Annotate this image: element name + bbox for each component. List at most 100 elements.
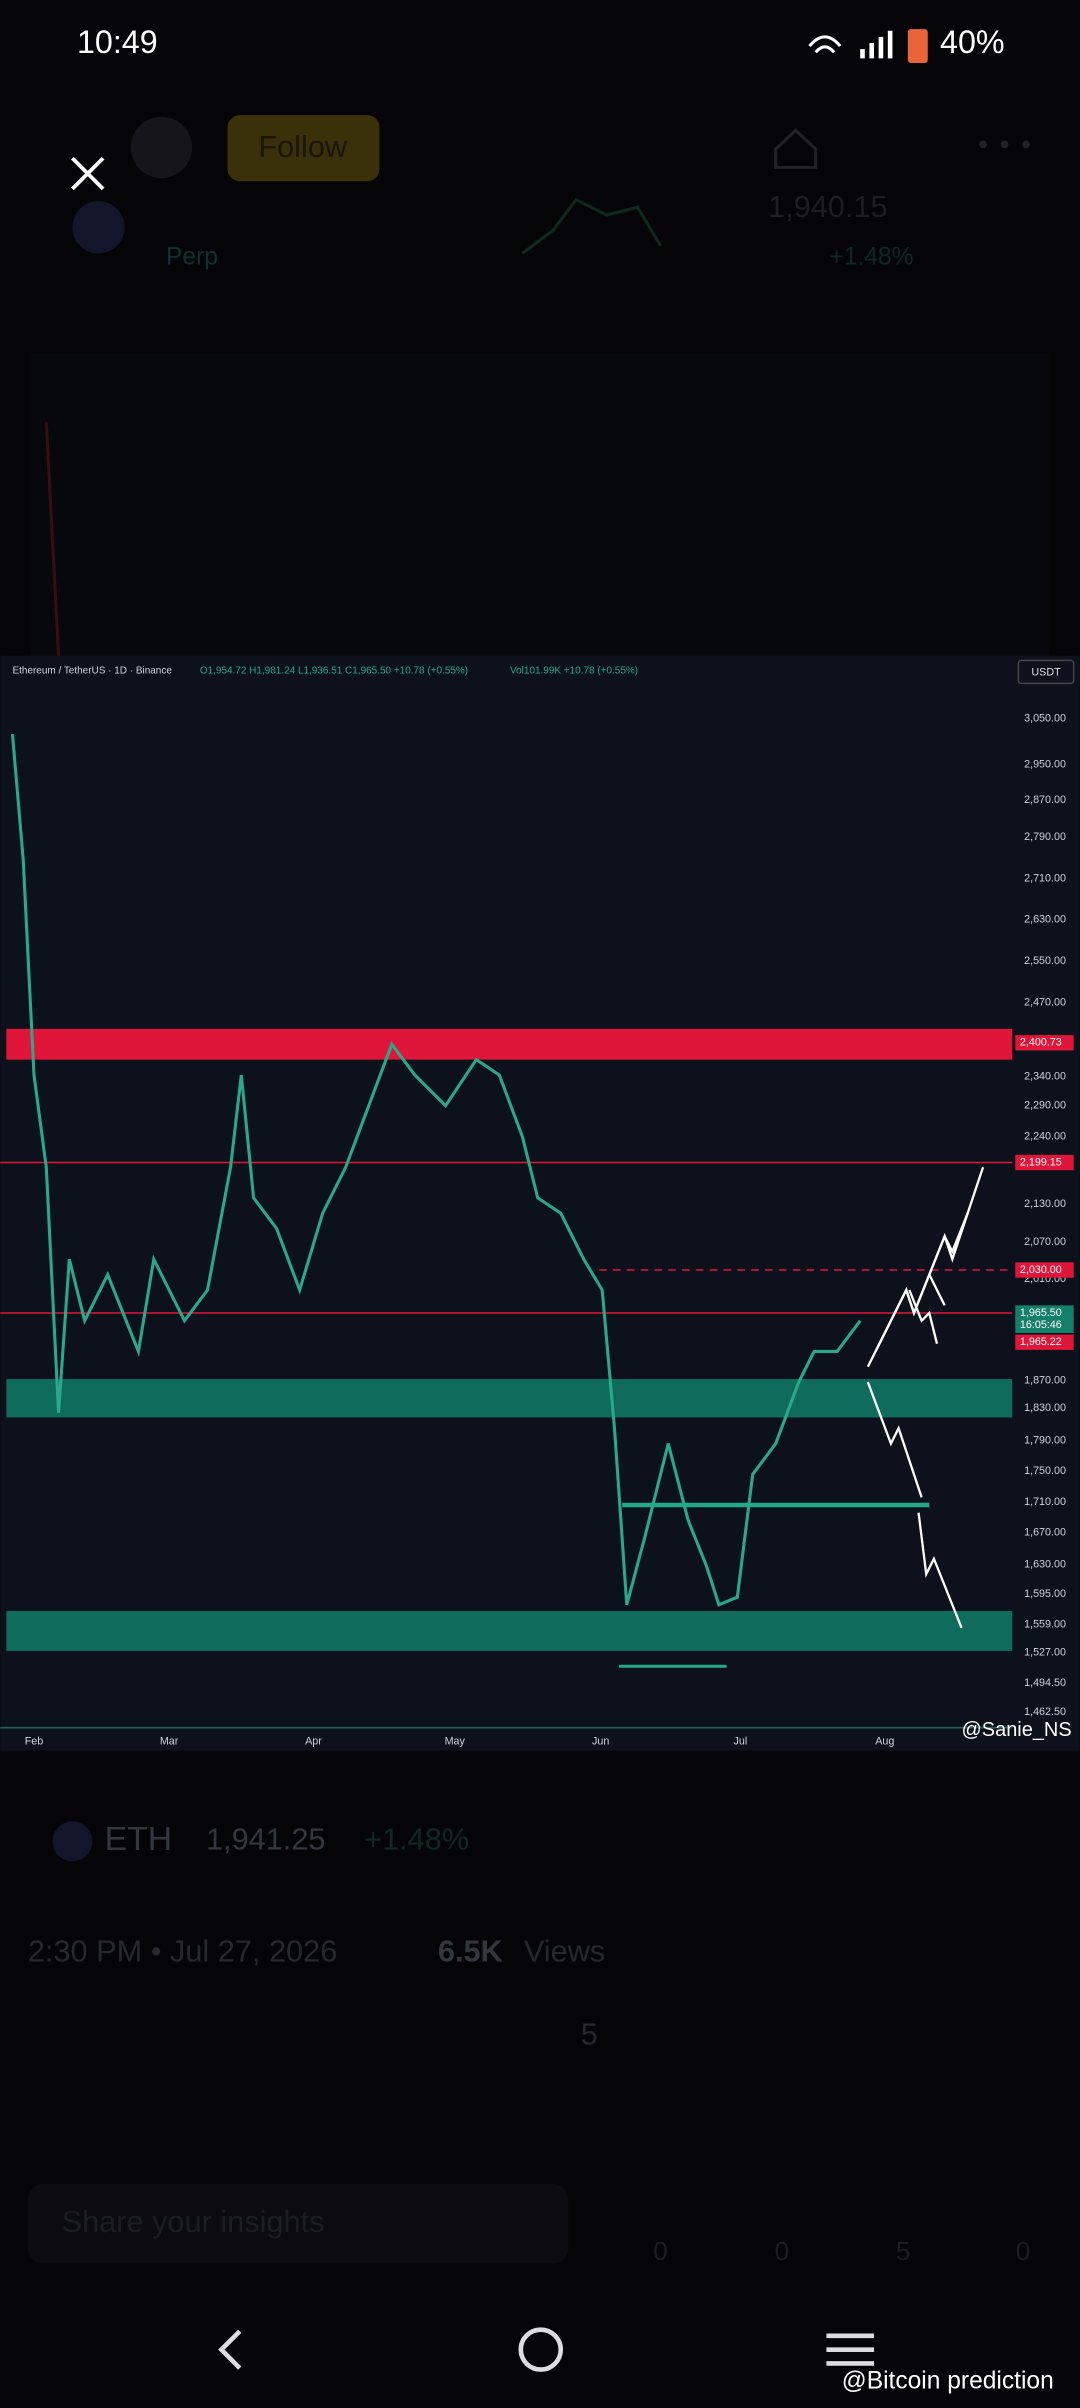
battery-icon (907, 29, 928, 63)
sparkline (521, 197, 662, 255)
chart-ohlc: O1,954.72 H1,981.24 L1,936.51 C1,965.50 … (200, 666, 468, 677)
price-label: 2,340.00 (1024, 1070, 1066, 1082)
chart-volume: Vol101.99K +10.78 (+0.55%) (510, 666, 638, 677)
price-label: 1,830.00 (1024, 1402, 1066, 1414)
like-count: 5 (581, 2016, 598, 2051)
follow-label: Follow (258, 129, 348, 164)
action-count: 0 (775, 2236, 790, 2266)
month-label: Jun (592, 1735, 609, 1747)
views-count: 6.5K (438, 1934, 503, 1969)
follow-button[interactable] (227, 115, 380, 182)
action-count: 5 (896, 2236, 911, 2266)
price-label: 1,790.00 (1024, 1434, 1066, 1446)
month-label: Jul (734, 1735, 748, 1747)
price-label: 1,750.00 (1024, 1465, 1066, 1477)
arrow-down (917, 1512, 963, 1629)
price-tag-bg (1015, 1035, 1074, 1051)
price-label: 1,870.00 (1024, 1374, 1066, 1386)
status-time: 10:49 (77, 24, 158, 60)
coin-icon (52, 1821, 93, 1862)
nav-menu[interactable] (826, 2333, 875, 2366)
price-label: 2,130.00 (1024, 1198, 1066, 1210)
price-label: 1,595.00 (1024, 1588, 1066, 1600)
post-change: +1.48% (829, 243, 913, 270)
price-label: 2,070.00 (1024, 1236, 1066, 1248)
price-label: 2,710.00 (1024, 872, 1066, 884)
dim-chart (30, 353, 1050, 656)
nav-home[interactable] (518, 2327, 564, 2372)
price-label: 2,950.00 (1024, 759, 1066, 771)
price-label: 2,630.00 (1024, 914, 1066, 926)
month-label: Apr (305, 1735, 322, 1747)
price-label: 1,462.50 (1024, 1706, 1066, 1718)
timestamp: 2:30 PM • Jul 27, 2026 (28, 1934, 337, 1969)
dim-candle (44, 422, 61, 656)
price-label: 2,870.00 (1024, 794, 1066, 806)
price-label: 3,050.00 (1024, 713, 1066, 725)
chart-header: Ethereum / TetherUS · 1D · Binance (12, 666, 172, 677)
price-label: 2,790.00 (1024, 831, 1066, 843)
coin-icon (72, 201, 125, 254)
footer-change: +1.48% (364, 1821, 469, 1856)
action-count: 0 (653, 2236, 668, 2266)
price-axis: 3,050.00 2,950.00 2,870.00 2,790.00 2,710.00… (25, 713, 1074, 1747)
action-counts: 0 0 5 0 (653, 2236, 1030, 2266)
price-label: 1,710.00 (1024, 1496, 1066, 1508)
price-path (10, 733, 862, 1607)
price-label: 2,470.00 (1024, 997, 1066, 1009)
reply-input[interactable] (27, 2183, 569, 2264)
price-tag-bg (1015, 1262, 1074, 1278)
price-tag: 2,030.00 (1020, 1264, 1062, 1276)
close-button[interactable] (71, 156, 105, 191)
price-tag: 16:05:46 (1020, 1319, 1062, 1331)
price-label: 2,550.00 (1024, 955, 1066, 967)
more-dot (1022, 140, 1030, 149)
price-tag: 2,400.73 (1020, 1037, 1062, 1049)
price-tag-bg (1015, 1305, 1074, 1321)
month-label: Aug (875, 1735, 894, 1747)
footer-ticker: ETH (105, 1820, 173, 1858)
action-count: 0 (1016, 2236, 1031, 2266)
views-label: Views (524, 1934, 605, 1969)
price-tag-bg (1015, 1334, 1074, 1350)
month-label: Feb (25, 1735, 44, 1747)
price-label: 1,494.50 (1024, 1677, 1066, 1689)
price-tag: 1,965.22 (1020, 1336, 1062, 1348)
price-label: 2,240.00 (1024, 1130, 1066, 1142)
month-label: May (445, 1735, 466, 1747)
price-tag-bg (1015, 1154, 1074, 1171)
price-label: 2,290.00 (1024, 1100, 1066, 1112)
arrow-down (866, 1274, 946, 1498)
price-label: 1,559.00 (1024, 1619, 1066, 1631)
price-tag: 1,965.50 (1020, 1307, 1062, 1319)
wifi-icon (808, 35, 842, 54)
resistance-zone (6, 1028, 1013, 1060)
avatar (130, 116, 193, 179)
chart-watermark: @Sanie_NS (962, 1719, 1072, 1741)
chart-panel (0, 655, 1080, 1751)
home-icon (774, 128, 818, 169)
nav-back[interactable] (218, 2329, 242, 2370)
currency-box (1017, 659, 1075, 685)
more-dot (979, 140, 987, 149)
nav-watermark: @Bitcoin prediction (842, 2367, 1054, 2394)
price-label: 1,527.00 (1024, 1646, 1066, 1658)
support-zone (6, 1379, 1013, 1418)
footer-price: 1,941.25 (206, 1821, 326, 1856)
post-price: 1,940.15 (768, 189, 888, 224)
price-tag-bg (1015, 1317, 1074, 1333)
projection-arrows (866, 1166, 985, 1629)
price-label: 1,670.00 (1024, 1526, 1066, 1538)
battery-level: 40% (940, 24, 1005, 60)
price-label: 1,630.00 (1024, 1559, 1066, 1571)
month-label: Mar (160, 1735, 179, 1747)
reply-placeholder: Share your insights (62, 2204, 325, 2239)
currency: USDT (1031, 666, 1061, 678)
pair-type: Perp (166, 243, 218, 270)
support-zone (6, 1610, 1013, 1651)
price-tag: 2,199.15 (1020, 1156, 1062, 1168)
signal-icon (860, 30, 893, 59)
more-dot (1000, 140, 1009, 149)
